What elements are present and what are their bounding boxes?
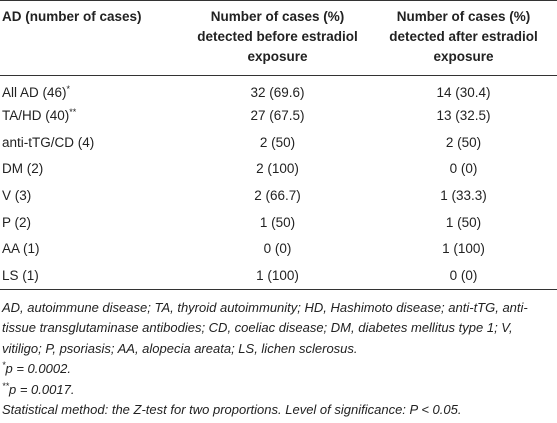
cell: 2 (50) bbox=[445, 134, 482, 150]
footnote: **p = 0.0017. bbox=[2, 380, 555, 401]
row-label: TA/HD (40)** bbox=[0, 102, 185, 129]
table-row: V (3) 2 (66.7) 1 (33.3) bbox=[0, 182, 557, 209]
table: AD (number of cases) Number of cases (%) … bbox=[0, 0, 557, 289]
cell: 0 (0) bbox=[263, 241, 292, 257]
footnote: Statistical method: the Z-test for two p… bbox=[2, 400, 555, 421]
header-cell: AD (number of cases) bbox=[2, 9, 142, 24]
table-row: LS (1) 1 (100) 0 (0) bbox=[0, 262, 557, 289]
cell: 27 (67.5) bbox=[250, 108, 305, 124]
footnote-mark: * bbox=[66, 83, 71, 94]
row-label-text: LS (1) bbox=[2, 267, 39, 283]
cell: 13 (32.5) bbox=[436, 108, 491, 124]
cell: 2 (66.7) bbox=[254, 188, 301, 204]
cell: 2 (50) bbox=[259, 134, 296, 150]
row-label-text: DM (2) bbox=[2, 161, 44, 177]
cell: 0 (0) bbox=[449, 267, 478, 283]
table-row: anti-tTG/CD (4) 2 (50) 2 (50) bbox=[0, 129, 557, 156]
row-label: V (3) bbox=[0, 182, 185, 209]
table-body: All AD (46)* 32 (69.6) 14 (30.4) TA/HD (40)… bbox=[0, 76, 557, 289]
footnote-text: AD, autoimmune disease; TA, thyroid auto… bbox=[2, 299, 528, 356]
header-cell: Number of cases (%) detected after estra… bbox=[389, 9, 538, 64]
footnote-text: p = 0.0017. bbox=[9, 381, 75, 397]
cell: 1 (50) bbox=[445, 214, 482, 230]
footnote: *p = 0.0002. bbox=[2, 359, 555, 380]
row-label-text: V (3) bbox=[2, 188, 32, 204]
row-label-text: All AD (46) bbox=[2, 84, 67, 100]
row-label: AA (1) bbox=[0, 236, 185, 263]
row-label-text: anti-tTG/CD (4) bbox=[2, 134, 95, 150]
footnote-mark: * bbox=[2, 360, 6, 370]
row-label-text: P (2) bbox=[2, 214, 32, 230]
row-label: LS (1) bbox=[0, 262, 185, 289]
footnote-text: Statistical method: the Z-test for two p… bbox=[2, 402, 462, 417]
footnote: AD, autoimmune disease; TA, thyroid auto… bbox=[2, 298, 555, 360]
cell: 1 (50) bbox=[259, 214, 296, 230]
footnotes: AD, autoimmune disease; TA, thyroid auto… bbox=[0, 290, 557, 421]
cell: 14 (30.4) bbox=[436, 84, 491, 100]
row-label: DM (2) bbox=[0, 156, 185, 183]
row-label: All AD (46)* bbox=[0, 76, 185, 103]
row-label: P (2) bbox=[0, 209, 185, 236]
footnote-text: p = 0.0002. bbox=[5, 361, 71, 376]
cell: 32 (69.6) bbox=[250, 84, 305, 100]
footnote-mark: ** bbox=[69, 107, 77, 118]
row-label-text: TA/HD (40) bbox=[2, 108, 70, 124]
cell: 1 (100) bbox=[256, 267, 299, 283]
footnote-mark: ** bbox=[2, 380, 10, 391]
table-row: DM (2) 2 (100) 0 (0) bbox=[0, 156, 557, 183]
table-row: AA (1) 0 (0) 1 (100) bbox=[0, 236, 557, 263]
table-row: P (2) 1 (50) 1 (50) bbox=[0, 209, 557, 236]
cell: 1 (100) bbox=[442, 241, 485, 257]
table-row: All AD (46)* 32 (69.6) 14 (30.4) bbox=[0, 76, 557, 103]
cell: 2 (100) bbox=[256, 161, 299, 177]
row-label-text: AA (1) bbox=[2, 241, 40, 257]
cell: 0 (0) bbox=[449, 161, 478, 177]
header-row: AD (number of cases) Number of cases (%) … bbox=[0, 0, 557, 76]
table-row: TA/HD (40)** 27 (67.5) 13 (32.5) bbox=[0, 102, 557, 129]
cell: 1 (33.3) bbox=[440, 188, 487, 204]
row-label: anti-tTG/CD (4) bbox=[0, 129, 185, 156]
header-cell: Number of cases (%) detected before estr… bbox=[197, 9, 358, 64]
